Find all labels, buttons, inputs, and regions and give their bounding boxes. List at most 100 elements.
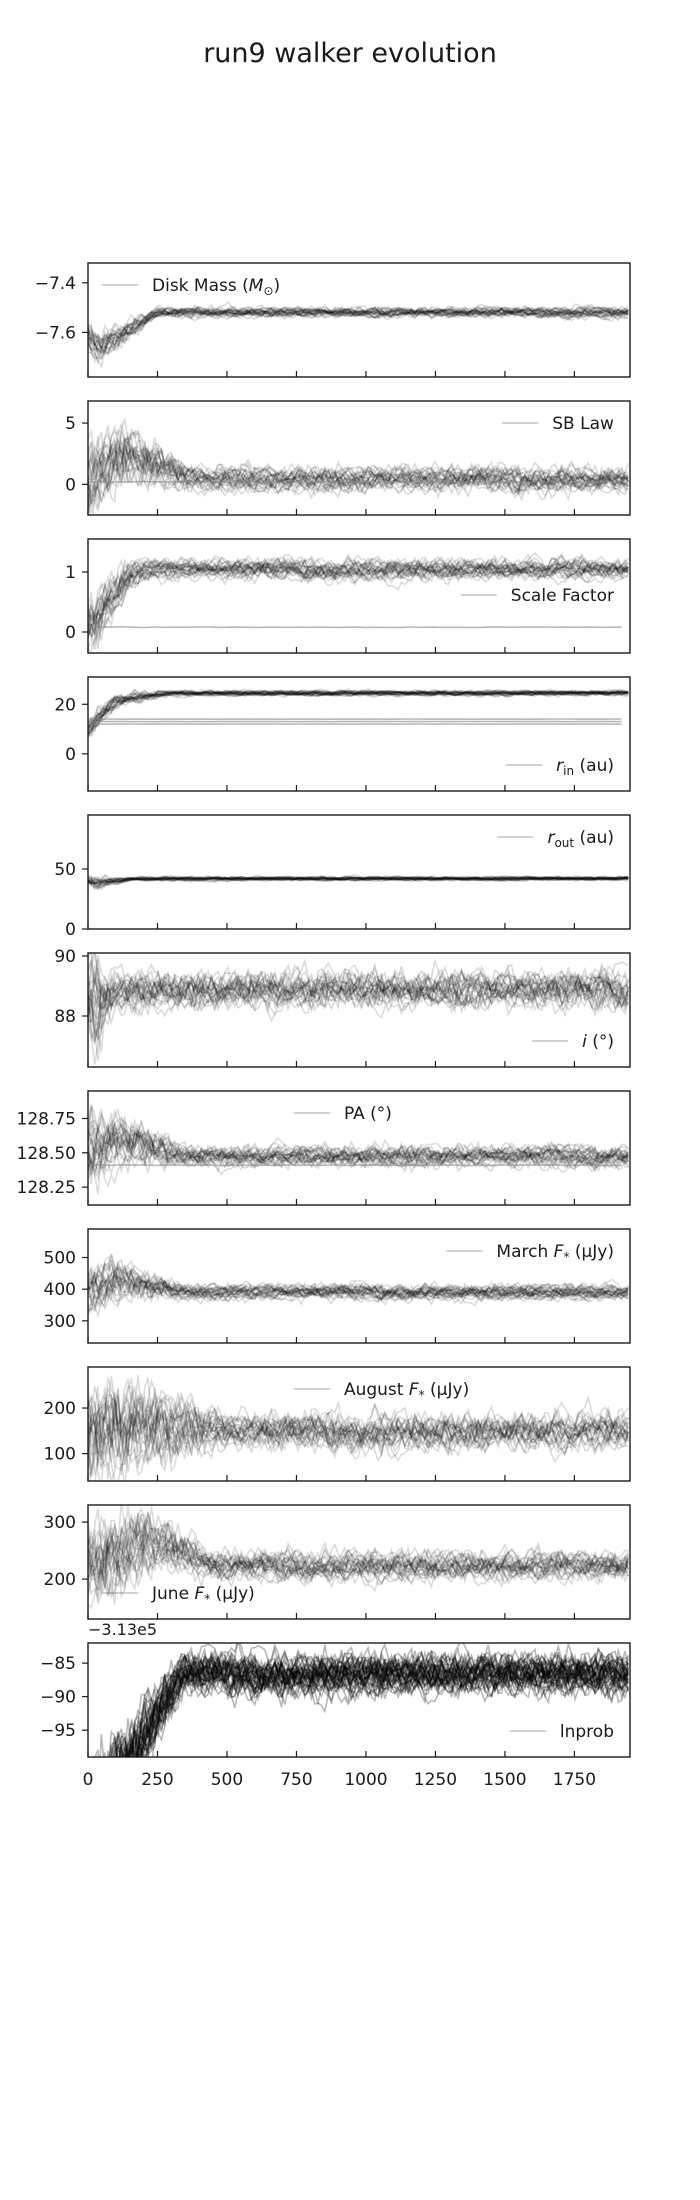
walker-line	[88, 1395, 630, 1468]
walker-line	[88, 1122, 629, 1167]
y-tick-label: 500	[44, 1249, 76, 1269]
y-tick-label: 1	[65, 563, 76, 583]
walker-traces	[88, 1104, 630, 1195]
panel-1: −7.4 −7.6 Disk Mass (M⊙)	[35, 262, 631, 378]
walker-line	[88, 876, 629, 890]
walker-line	[136, 1650, 630, 1757]
walker-line	[88, 689, 629, 734]
walker-line	[88, 306, 629, 350]
walker-line	[88, 875, 629, 884]
legend-label: June F* (μJy)	[151, 1584, 255, 1606]
walker-line	[88, 1108, 629, 1184]
walker-line	[88, 957, 630, 1043]
stuck-walker-line	[88, 480, 622, 484]
walker-line	[114, 1651, 629, 1757]
walker-line	[88, 874, 629, 883]
walker-line	[88, 875, 629, 885]
walker-line	[88, 689, 629, 731]
walker-line	[88, 689, 629, 730]
walker-line	[103, 1650, 629, 1757]
axes-frame	[87, 1504, 631, 1620]
x-tick-label: 500	[211, 1770, 243, 1790]
walker-line	[88, 1125, 629, 1173]
walker-line	[88, 1261, 629, 1300]
walker-line	[88, 971, 629, 1014]
walker-line	[88, 1270, 629, 1312]
walker-line	[88, 1518, 630, 1585]
walker-line	[88, 1505, 630, 1585]
walker-line	[88, 874, 629, 891]
legend-label: Scale Factor	[511, 586, 614, 606]
walker-line	[88, 554, 629, 631]
walker-line	[88, 689, 629, 734]
walker-line	[88, 1272, 629, 1305]
walker-line	[88, 688, 629, 732]
axes-frame	[87, 262, 631, 378]
y-tick-label: 0	[65, 745, 76, 765]
y-tick-label: 88	[54, 1007, 76, 1027]
legend: rin (au)	[506, 756, 614, 778]
walker-line	[88, 965, 629, 1043]
legend: rout (au)	[497, 828, 614, 850]
y-tick-label: 200	[44, 1570, 76, 1590]
walker-line	[88, 689, 629, 727]
walker-line	[88, 690, 629, 735]
walker-line	[112, 1652, 629, 1757]
walker-line	[88, 439, 629, 495]
walker-traces	[88, 953, 630, 1065]
walker-line	[113, 1647, 630, 1757]
walker-line	[88, 307, 629, 348]
walker-line	[134, 1652, 630, 1757]
legend-label: Disk Mass (M⊙)	[152, 276, 280, 298]
walker-line	[88, 1525, 630, 1596]
panel-11: −85 −90 −95 −3.13e5 lnprob	[40, 1620, 631, 1758]
walker-line	[88, 303, 629, 353]
walker-line	[88, 305, 629, 354]
y-tick-label: −7.6	[35, 323, 76, 343]
legend: August F* (μJy)	[293, 1380, 469, 1402]
walker-line	[115, 1651, 629, 1757]
walker-line	[88, 432, 630, 493]
legend: SB Law	[502, 414, 614, 434]
walker-line	[88, 964, 630, 1023]
walker-traces	[88, 552, 630, 653]
walker-line	[88, 961, 629, 1012]
walker-line	[88, 1513, 629, 1585]
walker-traces	[94, 1643, 630, 1757]
walker-line	[88, 552, 629, 642]
walker-line	[88, 968, 629, 1033]
walker-line	[88, 305, 629, 346]
walker-line	[118, 1643, 629, 1757]
walker-line	[88, 1262, 629, 1314]
walker-line	[88, 429, 629, 499]
x-tick-label: 1500	[483, 1770, 526, 1790]
walker-line	[88, 1387, 629, 1476]
walker-line	[88, 962, 629, 1021]
panel-4: 20 0 rin (au)	[54, 676, 631, 792]
walker-line	[88, 1275, 629, 1308]
axes-frame	[87, 1228, 631, 1344]
walker-line	[88, 305, 629, 359]
walker-line	[88, 1118, 629, 1170]
walker-line	[88, 1398, 629, 1477]
walker-line	[88, 1133, 629, 1170]
walker-line	[88, 556, 630, 650]
walker-line	[88, 689, 629, 724]
walker-line	[88, 1390, 629, 1470]
walker-line	[88, 443, 630, 509]
walker-line	[88, 689, 629, 728]
walker-line	[88, 1399, 629, 1465]
walker-line	[88, 967, 629, 1015]
walker-line	[88, 875, 629, 884]
walker-line	[88, 306, 629, 355]
walker-line	[88, 972, 629, 1043]
walker-line	[88, 1506, 630, 1593]
walker-line	[136, 1659, 630, 1757]
walker-line	[88, 304, 629, 366]
walker-line	[88, 305, 629, 355]
walker-line	[88, 1253, 629, 1303]
walker-line	[88, 559, 629, 653]
walker-line	[88, 430, 629, 492]
axes-frame	[87, 1090, 631, 1206]
axis-offset-label: −3.13e5	[88, 1620, 157, 1639]
